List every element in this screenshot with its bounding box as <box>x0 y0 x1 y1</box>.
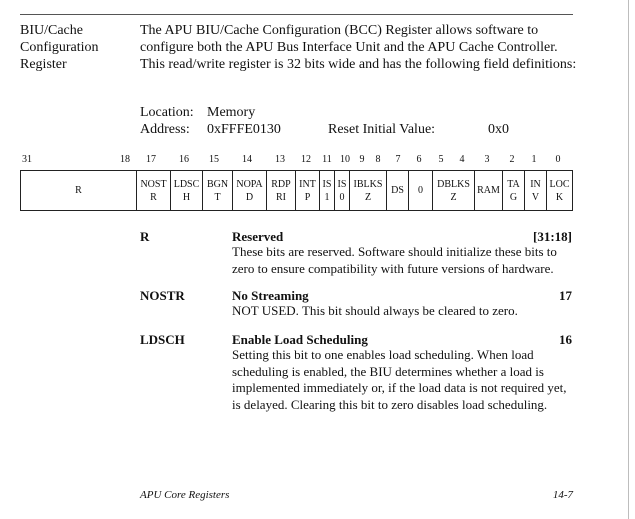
location-value: Memory <box>207 105 256 120</box>
bit-number: 18 <box>120 154 130 165</box>
bit-number: 11 <box>322 154 332 165</box>
definition-bits: [31:18] <box>533 229 572 244</box>
bit-number: 6 <box>416 154 422 165</box>
bit-number: 3 <box>484 154 490 165</box>
field-ram: RAM <box>474 171 502 210</box>
field-label: IN <box>530 178 541 190</box>
field-label: LOC <box>549 178 570 190</box>
field-label: V <box>531 191 540 203</box>
field-label: R <box>150 191 157 203</box>
bit-number: 4 <box>459 154 465 165</box>
field-label: INT <box>299 178 316 190</box>
section-side-heading: BIU/Cache Configuration Register <box>20 22 99 73</box>
field-label: IS <box>322 178 332 190</box>
field-label: Z <box>450 191 457 203</box>
field-iblksz: IBLKS Z <box>349 171 386 210</box>
register-bitfield-table: R NOST R LDSC H BGN T NOPA D RDP RI INT … <box>20 170 573 211</box>
bit-number: 16 <box>179 154 189 165</box>
definition-code: NOSTR <box>140 288 185 303</box>
field-label: NOST <box>140 178 167 190</box>
reset-label: Reset Initial Value: <box>328 122 436 137</box>
field-label: IBLKS <box>353 178 383 190</box>
definition-bits: 17 <box>559 288 572 303</box>
field-label: K <box>555 191 564 203</box>
bit-number: 5 <box>438 154 444 165</box>
bit-number: 7 <box>395 154 401 165</box>
definition-code: LDSCH <box>140 332 185 347</box>
address-label: Address: <box>140 122 190 137</box>
field-r: R <box>21 171 136 210</box>
field-nopad: NOPA D <box>232 171 266 210</box>
definition-title: No Streaming <box>232 288 309 303</box>
field-label: LDSC <box>173 178 200 190</box>
definition-description: NOT USED. This bit should always be clea… <box>232 303 518 318</box>
field-label: NOPA <box>236 178 263 190</box>
definition-title: Enable Load Scheduling <box>232 332 368 347</box>
field-lock: LOC K <box>546 171 572 210</box>
side-heading-line: Configuration <box>20 40 99 55</box>
bit-number: 15 <box>209 154 219 165</box>
bit-number: 14 <box>242 154 252 165</box>
bit-number: 0 <box>555 154 561 165</box>
field-bgnt: BGN T <box>202 171 232 210</box>
field-label: RDP <box>271 178 291 190</box>
field-label: D <box>245 191 254 203</box>
field-rdpri: RDP RI <box>266 171 295 210</box>
definition-bits: 16 <box>559 332 572 347</box>
field-label: BGN <box>206 178 229 190</box>
field-label: T <box>214 191 221 203</box>
field-inv: IN V <box>524 171 546 210</box>
field-label: G <box>509 191 518 203</box>
reset-value: 0x0 <box>488 122 509 137</box>
definition-code: R <box>140 229 150 244</box>
field-label: R <box>75 185 82 196</box>
bit-number: 8 <box>375 154 381 165</box>
field-nostr: NOST R <box>136 171 170 210</box>
field-ds: DS <box>386 171 408 210</box>
bit-number: 10 <box>340 154 350 165</box>
definition-description: Setting this bit to one enables load sch… <box>232 347 567 412</box>
top-rule <box>20 14 573 15</box>
field-is0: IS 0 <box>334 171 349 210</box>
field-intp: INT P <box>295 171 319 210</box>
field-is1: IS 1 <box>319 171 334 210</box>
field-ldsch: LDSC H <box>170 171 202 210</box>
field-label: IS <box>337 178 347 190</box>
bit-number: 12 <box>301 154 311 165</box>
definition-title: Reserved <box>232 229 284 244</box>
field-dblksz: DBLKS Z <box>432 171 474 210</box>
bit-number: 2 <box>509 154 515 165</box>
page-edge <box>628 0 629 519</box>
address-value: 0xFFFE0130 <box>207 122 281 137</box>
field-label: RAM <box>477 185 500 196</box>
bit-number: 31 <box>22 154 32 165</box>
side-heading-line: BIU/Cache <box>20 23 83 38</box>
location-label: Location: <box>140 105 194 120</box>
intro-paragraph: The APU BIU/Cache Configuration (BCC) Re… <box>140 23 577 72</box>
field-zero: 0 <box>408 171 432 210</box>
field-label: 0 <box>339 191 345 203</box>
field-label: RI <box>276 191 286 203</box>
field-label: P <box>304 191 311 203</box>
footer-section-title: APU Core Registers <box>140 489 230 501</box>
footer-page-number: 14-7 <box>552 489 573 501</box>
side-heading-line: Register <box>20 57 67 72</box>
field-label: H <box>182 191 191 203</box>
field-label: 1 <box>324 191 330 203</box>
field-label: DS <box>391 185 404 196</box>
field-label: DBLKS <box>437 178 470 190</box>
definition-description: These bits are reserved. Software should… <box>232 244 557 276</box>
bit-number: 9 <box>359 154 365 165</box>
bit-number: 13 <box>275 154 285 165</box>
field-label: 0 <box>418 185 423 196</box>
bit-number: 17 <box>146 154 156 165</box>
field-tag: TA G <box>502 171 524 210</box>
field-label: Z <box>364 191 372 203</box>
bit-number: 1 <box>531 154 537 165</box>
field-label: TA <box>507 178 520 190</box>
